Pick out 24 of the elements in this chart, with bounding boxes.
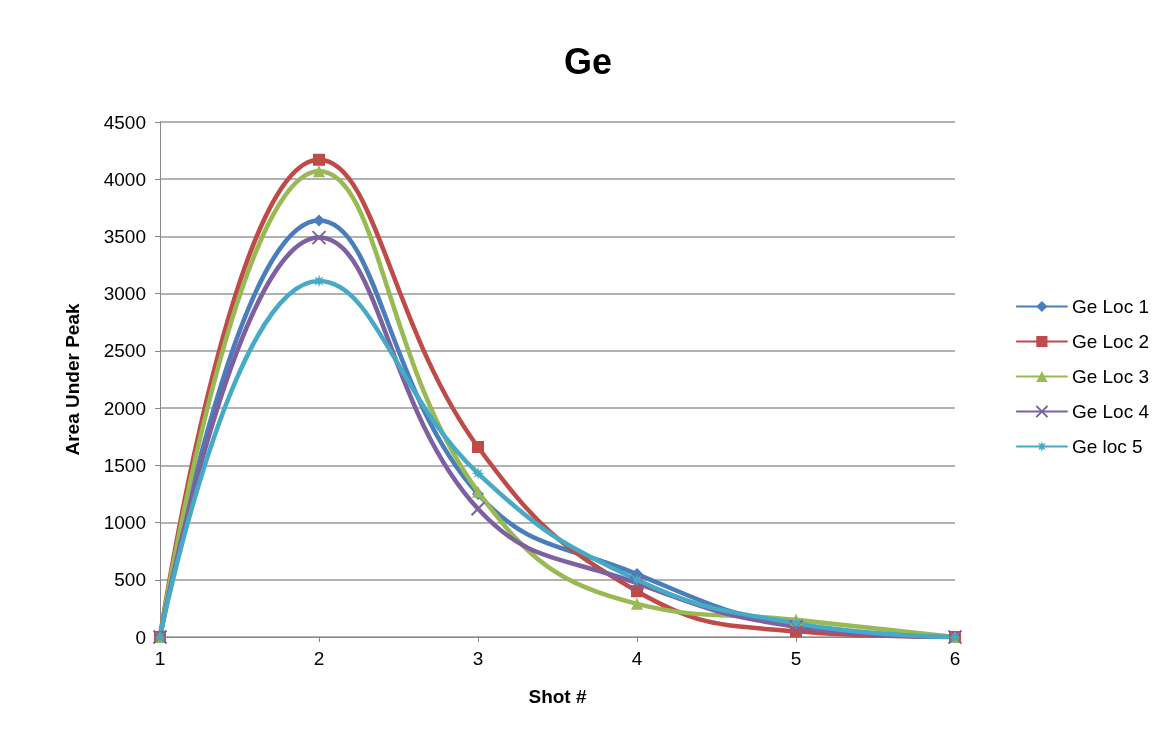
y-tick-label: 2500 — [103, 340, 146, 362]
legend-label: Ge loc 5 — [1071, 436, 1143, 457]
y-tick-label: 500 — [114, 569, 146, 591]
y-tick-label: 1000 — [103, 512, 146, 534]
y-tick-label: 3500 — [103, 225, 146, 247]
chart-title: Ge — [563, 40, 613, 82]
y-axis-title: Area Under Peak — [62, 303, 83, 456]
x-tick-label: 2 — [313, 648, 325, 669]
y-tick-label: 3000 — [103, 283, 146, 305]
x-tick-label: 1 — [154, 648, 166, 669]
y-tick-label: 4000 — [103, 168, 146, 190]
y-tick-label: 2000 — [103, 397, 146, 419]
legend-label: Ge Loc 4 — [1071, 401, 1150, 422]
legend-label: Ge Loc 1 — [1071, 296, 1150, 317]
x-tick-label: 3 — [472, 648, 484, 669]
y-tick-label: 4500 — [103, 111, 146, 133]
x-axis-title: Shot # — [528, 686, 587, 707]
x-tick-label: 4 — [631, 648, 643, 669]
x-tick-label: 6 — [949, 648, 961, 669]
y-tick-label: 0 — [135, 626, 146, 648]
legend-label: Ge Loc 3 — [1071, 366, 1150, 387]
legend-label: Ge Loc 2 — [1071, 331, 1150, 352]
y-tick-label: 1500 — [103, 454, 146, 476]
x-tick-label: 5 — [790, 648, 802, 669]
